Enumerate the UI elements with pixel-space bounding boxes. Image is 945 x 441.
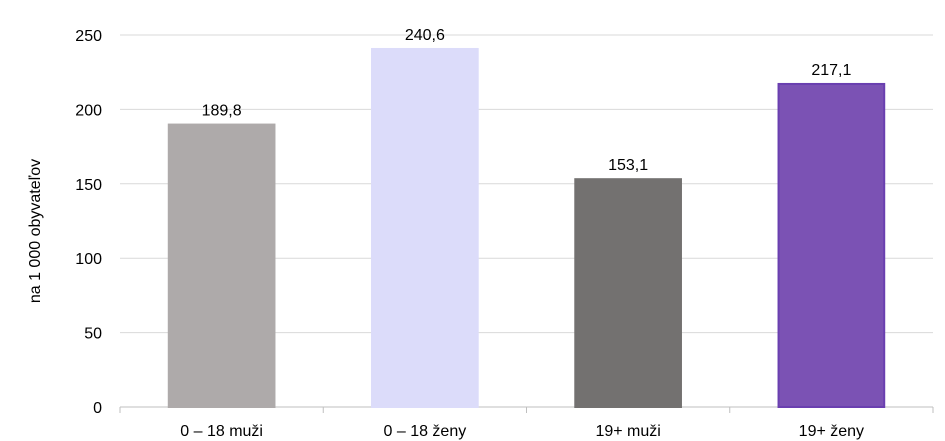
data-label: 189,8 [202,103,242,120]
bar [574,178,682,408]
category-label: 0 – 18 muži [180,423,263,440]
y-tick-label: 250 [75,28,102,45]
data-label: 153,1 [608,157,648,174]
y-tick-label: 150 [75,177,102,194]
category-labels: 0 – 18 muži 0 – 18 ženy 19+ muži 19+ ženy [180,423,864,440]
y-axis-title: na 1 000 obyvateľov [27,159,44,303]
data-label: 240,6 [405,27,445,44]
category-label: 0 – 18 ženy [384,423,467,440]
y-tick-label: 200 [75,102,102,119]
bar [371,47,479,408]
data-labels: 189,8 240,6 153,1 217,1 [202,27,852,174]
data-label: 217,1 [811,62,851,79]
category-label: 19+ ženy [799,423,864,440]
y-tick-label: 50 [84,326,102,343]
y-axis-ticks: 0 50 100 150 200 250 [75,28,102,417]
y-tick-label: 100 [75,251,102,268]
y-tick-label: 0 [93,400,102,417]
category-label: 19+ muži [595,423,660,440]
bar [167,123,276,408]
bar [777,82,886,408]
bars [167,47,886,408]
